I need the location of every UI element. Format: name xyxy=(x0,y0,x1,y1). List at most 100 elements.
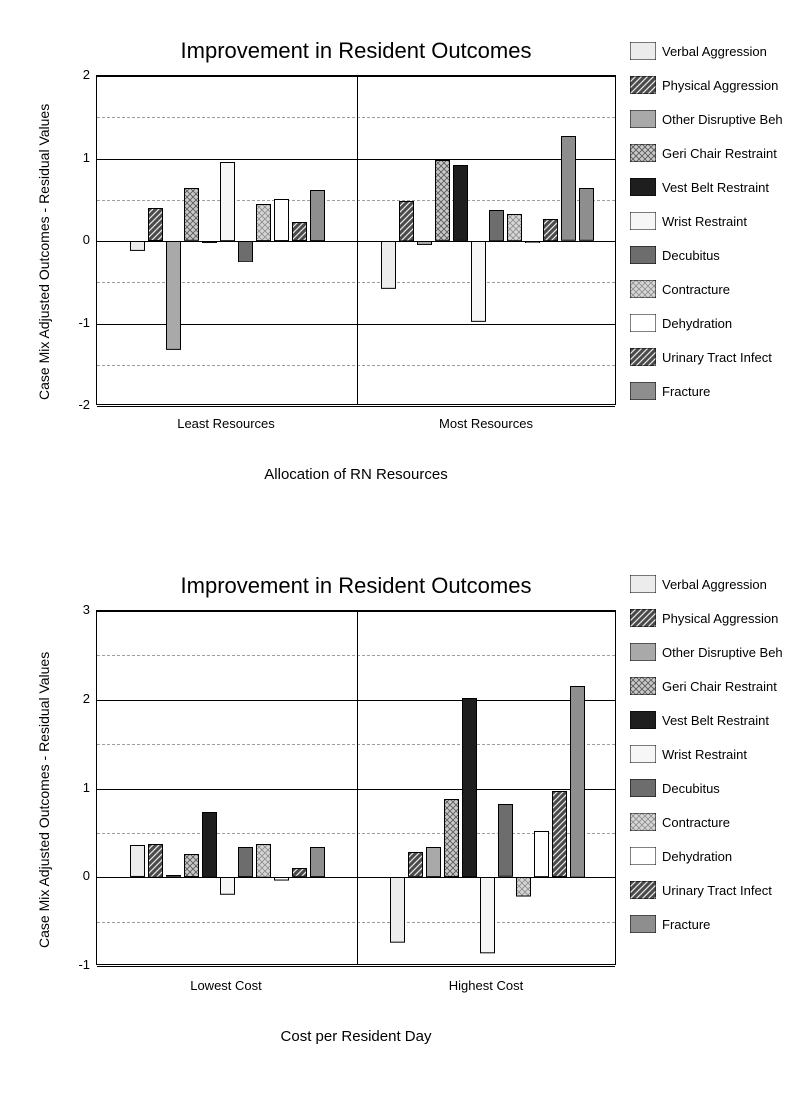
bar-vest_belt xyxy=(453,165,468,241)
legend-label: Wrist Restraint xyxy=(662,747,747,762)
legend-label: Vest Belt Restraint xyxy=(662,180,769,195)
legend-label: Physical Aggression xyxy=(662,78,778,93)
legend-label: Fracture xyxy=(662,384,710,399)
legend-item-wrist_restraint: Wrist Restraint xyxy=(630,745,783,763)
legend: Verbal Aggression Physical Aggression Othe… xyxy=(630,42,783,416)
gridline-solid xyxy=(97,700,615,701)
legend-swatch-contracture xyxy=(630,280,656,298)
y-tick-label: 1 xyxy=(62,780,90,795)
gridline-dashed xyxy=(97,200,615,201)
legend-label: Geri Chair Restraint xyxy=(662,146,777,161)
gridline-dashed xyxy=(97,655,615,656)
page: { "palette": { "verbal_aggression": { "f… xyxy=(0,0,800,1102)
legend-item-urinary_tract: Urinary Tract Infect xyxy=(630,348,783,366)
bar-decubitus xyxy=(498,804,513,877)
bar-other_disruptive xyxy=(166,241,181,350)
gridline-solid xyxy=(97,789,615,790)
y-tick-label: -1 xyxy=(62,315,90,330)
bar-other_disruptive xyxy=(166,875,181,877)
legend-item-verbal_aggression: Verbal Aggression xyxy=(630,575,783,593)
legend-swatch-urinary_tract xyxy=(630,881,656,899)
bar-dehydration xyxy=(274,199,289,241)
legend-item-dehydration: Dehydration xyxy=(630,314,783,332)
legend-item-vest_belt: Vest Belt Restraint xyxy=(630,711,783,729)
legend-item-physical_aggression: Physical Aggression xyxy=(630,609,783,627)
legend-swatch-other_disruptive xyxy=(630,643,656,661)
legend-label: Urinary Tract Infect xyxy=(662,350,772,365)
legend-label: Contracture xyxy=(662,815,730,830)
y-tick-label: 0 xyxy=(62,868,90,883)
legend-item-physical_aggression: Physical Aggression xyxy=(630,76,783,94)
bar-vest_belt xyxy=(202,812,217,878)
legend-label: Other Disruptive Beh xyxy=(662,112,783,127)
bar-contracture xyxy=(507,214,522,241)
legend-item-other_disruptive: Other Disruptive Beh xyxy=(630,643,783,661)
bar-urinary_tract xyxy=(292,868,307,877)
legend-label: Contracture xyxy=(662,282,730,297)
plot-area xyxy=(96,610,616,965)
bar-urinary_tract xyxy=(292,222,307,241)
legend-swatch-vest_belt xyxy=(630,178,656,196)
bar-physical_aggression xyxy=(148,208,163,241)
bar-fracture-extra xyxy=(579,188,594,241)
legend-item-dehydration: Dehydration xyxy=(630,847,783,865)
y-tick-label: 0 xyxy=(62,232,90,247)
gridline-solid xyxy=(97,159,615,160)
legend-item-contracture: Contracture xyxy=(630,813,783,831)
bar-contracture xyxy=(256,204,271,241)
y-tick-label: 3 xyxy=(62,602,90,617)
bar-decubitus xyxy=(238,241,253,262)
category-label: Lowest Cost xyxy=(96,978,356,993)
legend-swatch-physical_aggression xyxy=(630,609,656,627)
legend-swatch-decubitus xyxy=(630,246,656,264)
category-label: Most Resources xyxy=(356,416,616,431)
bar-wrist_restraint xyxy=(220,162,235,241)
legend-swatch-dehydration xyxy=(630,847,656,865)
legend-swatch-physical_aggression xyxy=(630,76,656,94)
legend-swatch-fracture xyxy=(630,382,656,400)
legend-swatch-verbal_aggression xyxy=(630,42,656,60)
gridline-dashed xyxy=(97,922,615,923)
chart-title: Improvement in Resident Outcomes xyxy=(96,573,616,599)
bar-physical_aggression xyxy=(148,844,163,878)
legend: Verbal Aggression Physical Aggression Othe… xyxy=(630,575,783,949)
legend-swatch-wrist_restraint xyxy=(630,745,656,763)
plot-area xyxy=(96,75,616,405)
bar-decubitus xyxy=(238,847,253,877)
legend-swatch-other_disruptive xyxy=(630,110,656,128)
category-label: Least Resources xyxy=(96,416,356,431)
bar-wrist_restraint xyxy=(220,877,235,895)
gridline-dashed xyxy=(97,117,615,118)
bar-fracture xyxy=(310,190,325,241)
gridline-solid xyxy=(97,877,615,878)
y-tick-label: -2 xyxy=(62,397,90,412)
panel-divider xyxy=(357,76,358,404)
y-tick-label: 2 xyxy=(62,691,90,706)
legend-item-other_disruptive: Other Disruptive Beh xyxy=(630,110,783,128)
bar-contracture xyxy=(256,844,271,878)
legend-swatch-vest_belt xyxy=(630,711,656,729)
legend-swatch-fracture xyxy=(630,915,656,933)
bar-dehydration xyxy=(534,831,549,877)
bar-verbal_aggression xyxy=(381,241,396,289)
legend-item-vest_belt: Vest Belt Restraint xyxy=(630,178,783,196)
gridline-solid xyxy=(97,966,615,967)
bar-dehydration xyxy=(274,877,289,881)
category-label: Highest Cost xyxy=(356,978,616,993)
bar-fracture xyxy=(561,136,576,241)
legend-swatch-wrist_restraint xyxy=(630,212,656,230)
legend-item-fracture: Fracture xyxy=(630,382,783,400)
panel-divider xyxy=(357,611,358,964)
legend-swatch-urinary_tract xyxy=(630,348,656,366)
bar-verbal_aggression xyxy=(130,241,145,251)
gridline-solid xyxy=(97,611,615,612)
bar-geri_chair xyxy=(184,188,199,241)
bar-decubitus xyxy=(489,210,504,241)
y-axis-label: Case Mix Adjusted Outcomes - Residual Va… xyxy=(36,104,52,400)
legend-item-verbal_aggression: Verbal Aggression xyxy=(630,42,783,60)
legend-label: Verbal Aggression xyxy=(662,44,767,59)
bar-physical_aggression xyxy=(399,201,414,241)
bar-verbal_aggression xyxy=(130,845,145,877)
legend-item-fracture: Fracture xyxy=(630,915,783,933)
legend-item-geri_chair: Geri Chair Restraint xyxy=(630,677,783,695)
